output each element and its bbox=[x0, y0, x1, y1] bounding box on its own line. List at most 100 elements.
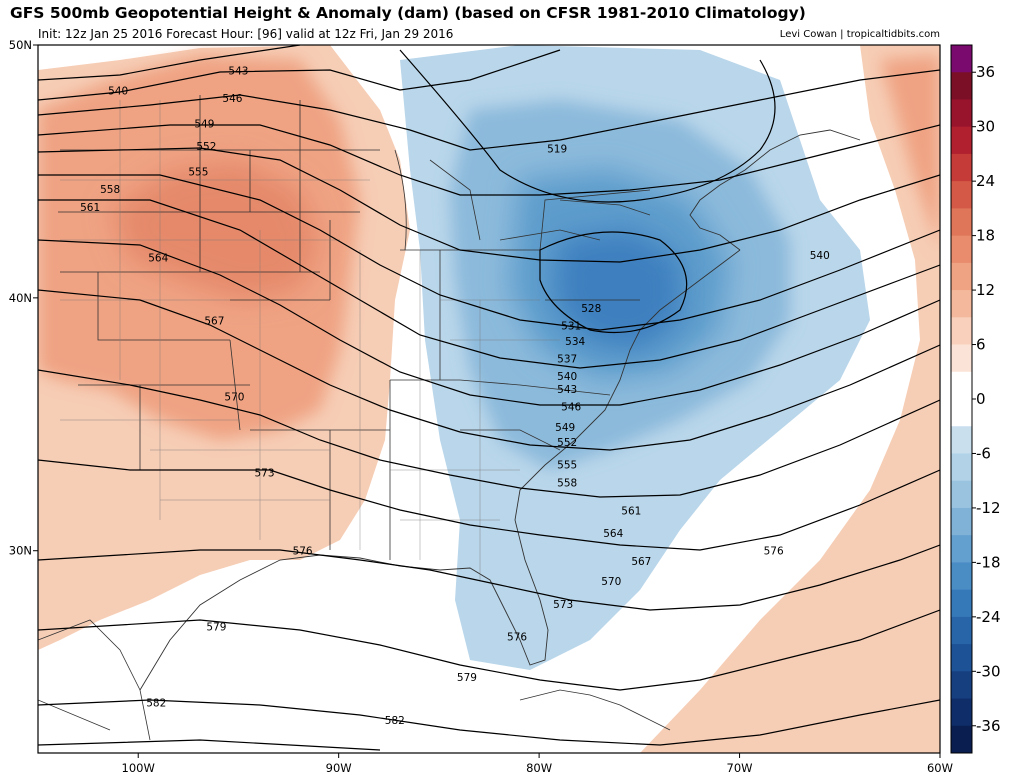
positive-anomaly-atlantic bbox=[640, 45, 940, 753]
height-contour bbox=[38, 147, 940, 263]
colorbar-bin bbox=[951, 126, 972, 155]
contour-label: 576 bbox=[764, 546, 784, 558]
contour-label: 528 bbox=[581, 303, 601, 315]
height-contour bbox=[38, 544, 940, 611]
height-contour bbox=[38, 69, 940, 151]
colorbar-bin bbox=[951, 507, 972, 536]
contour-label: 555 bbox=[557, 460, 577, 472]
contour-label: 552 bbox=[557, 437, 577, 449]
colorbar-bin bbox=[951, 72, 972, 100]
contour-label: 582 bbox=[385, 715, 405, 727]
colorbar-tick-label: 24 bbox=[976, 172, 995, 190]
colorbar-bin bbox=[951, 45, 972, 73]
contour-label: 573 bbox=[254, 467, 274, 479]
contour-label: 549 bbox=[194, 118, 214, 130]
colorbar-bin bbox=[951, 153, 972, 182]
colorbar-tick-label: -30 bbox=[976, 662, 1001, 680]
contour-label: 582 bbox=[146, 697, 166, 709]
colorbar-tick-label: 0 bbox=[976, 390, 986, 408]
cuba-coast bbox=[519, 689, 671, 731]
height-contour bbox=[38, 45, 301, 81]
lat-tick-label: 50N bbox=[9, 38, 32, 52]
contour-label: 567 bbox=[631, 556, 651, 568]
anomaly-shading bbox=[38, 45, 940, 753]
colorbar-tick-label: -24 bbox=[976, 608, 1001, 626]
height-contour bbox=[38, 609, 940, 691]
contour-label: 579 bbox=[206, 622, 226, 634]
contour-label: 558 bbox=[557, 477, 577, 489]
map-frame bbox=[37, 44, 941, 754]
lon-tick-label: 80W bbox=[526, 761, 552, 775]
map-credit: Levi Cowan | tropicaltidbits.com bbox=[779, 29, 940, 40]
colorbar-bin bbox=[951, 262, 972, 291]
height-contour bbox=[38, 174, 940, 331]
county-hint bbox=[60, 100, 560, 580]
colorbar-bin bbox=[951, 99, 972, 128]
colorbar-bin bbox=[951, 317, 972, 346]
height-contour bbox=[38, 739, 381, 751]
colorbar-tick-label: 6 bbox=[976, 336, 986, 354]
map-subtitle: Init: 12z Jan 25 2016 Forecast Hour: [96… bbox=[38, 27, 454, 41]
colorbar-bin bbox=[951, 290, 972, 318]
colorbar-bin bbox=[951, 698, 972, 727]
coastline-northeast bbox=[689, 129, 861, 251]
contour-label: 579 bbox=[457, 672, 477, 684]
colorbar-tick-label: -6 bbox=[976, 444, 991, 462]
colorbar-bin bbox=[951, 181, 972, 209]
contour-label: 543 bbox=[228, 65, 248, 77]
lon-tick-label: 90W bbox=[326, 761, 352, 775]
colorbar-tick-label: -18 bbox=[976, 553, 1001, 571]
contour-label: 567 bbox=[204, 316, 224, 328]
colorbar-bin bbox=[951, 562, 972, 591]
contour-label: 555 bbox=[188, 166, 208, 178]
contour-label: 540 bbox=[557, 371, 577, 383]
negative-anomaly-core bbox=[555, 230, 680, 350]
basemap-boundaries bbox=[38, 95, 861, 741]
colorbar-labels: 36 30 24 18 12 6 0 -6 -12 -18 -24 -30 -36 bbox=[972, 63, 1001, 735]
colorbar-bin bbox=[951, 344, 972, 373]
contour-label: 534 bbox=[565, 336, 585, 348]
contour-label: 540 bbox=[810, 250, 830, 262]
latitude-ticks: 50N 40N 30N bbox=[9, 38, 38, 558]
height-contour bbox=[38, 199, 940, 369]
positive-anomaly-atlantic-2 bbox=[880, 55, 940, 250]
colorbar-bin bbox=[951, 589, 972, 618]
contour-label: 546 bbox=[222, 93, 242, 105]
height-contour bbox=[38, 49, 561, 101]
colorbar-bin bbox=[951, 535, 972, 563]
contour-label: 564 bbox=[148, 252, 168, 264]
contour-label: 546 bbox=[561, 402, 581, 414]
colorbar-bin bbox=[951, 480, 972, 509]
colorbar-tick-label: -12 bbox=[976, 499, 1001, 517]
colorbar-bin bbox=[951, 426, 972, 454]
contour-labels: 540 543 546 549 552 555 558 561 564 567 570 573 576 5… bbox=[80, 65, 830, 727]
colorbar-tick-label: 18 bbox=[976, 227, 995, 245]
contour-label: 531 bbox=[561, 321, 581, 333]
colorbar-tick-label: -36 bbox=[976, 717, 1001, 735]
lat-tick-label: 30N bbox=[9, 544, 32, 558]
colorbar bbox=[950, 44, 973, 754]
contour-label: 573 bbox=[553, 599, 573, 611]
height-contour bbox=[38, 289, 940, 451]
colorbar-bin bbox=[951, 725, 972, 754]
colorbar-bin bbox=[951, 208, 972, 237]
contour-label: 537 bbox=[557, 354, 577, 366]
colorbar-bin bbox=[951, 453, 972, 482]
lat-tick-label: 40N bbox=[9, 291, 32, 305]
height-contour bbox=[38, 239, 940, 406]
lon-tick-label: 60W bbox=[927, 761, 953, 775]
colorbar-bin bbox=[951, 371, 972, 400]
colorbar-tick-label: 36 bbox=[976, 63, 995, 81]
contour-label: 576 bbox=[293, 546, 313, 558]
contour-label: 570 bbox=[224, 391, 244, 403]
contour-label: 576 bbox=[507, 632, 527, 644]
contour-label: 540 bbox=[108, 86, 128, 98]
longitude-ticks: 100W 90W 80W 70W 60W bbox=[122, 753, 953, 775]
height-contour bbox=[38, 699, 940, 746]
contour-label: 558 bbox=[100, 184, 120, 196]
lon-tick-label: 100W bbox=[122, 761, 155, 775]
colorbar-bin bbox=[951, 616, 972, 645]
contour-label: 561 bbox=[621, 505, 641, 517]
colorbar-bin bbox=[951, 644, 972, 672]
